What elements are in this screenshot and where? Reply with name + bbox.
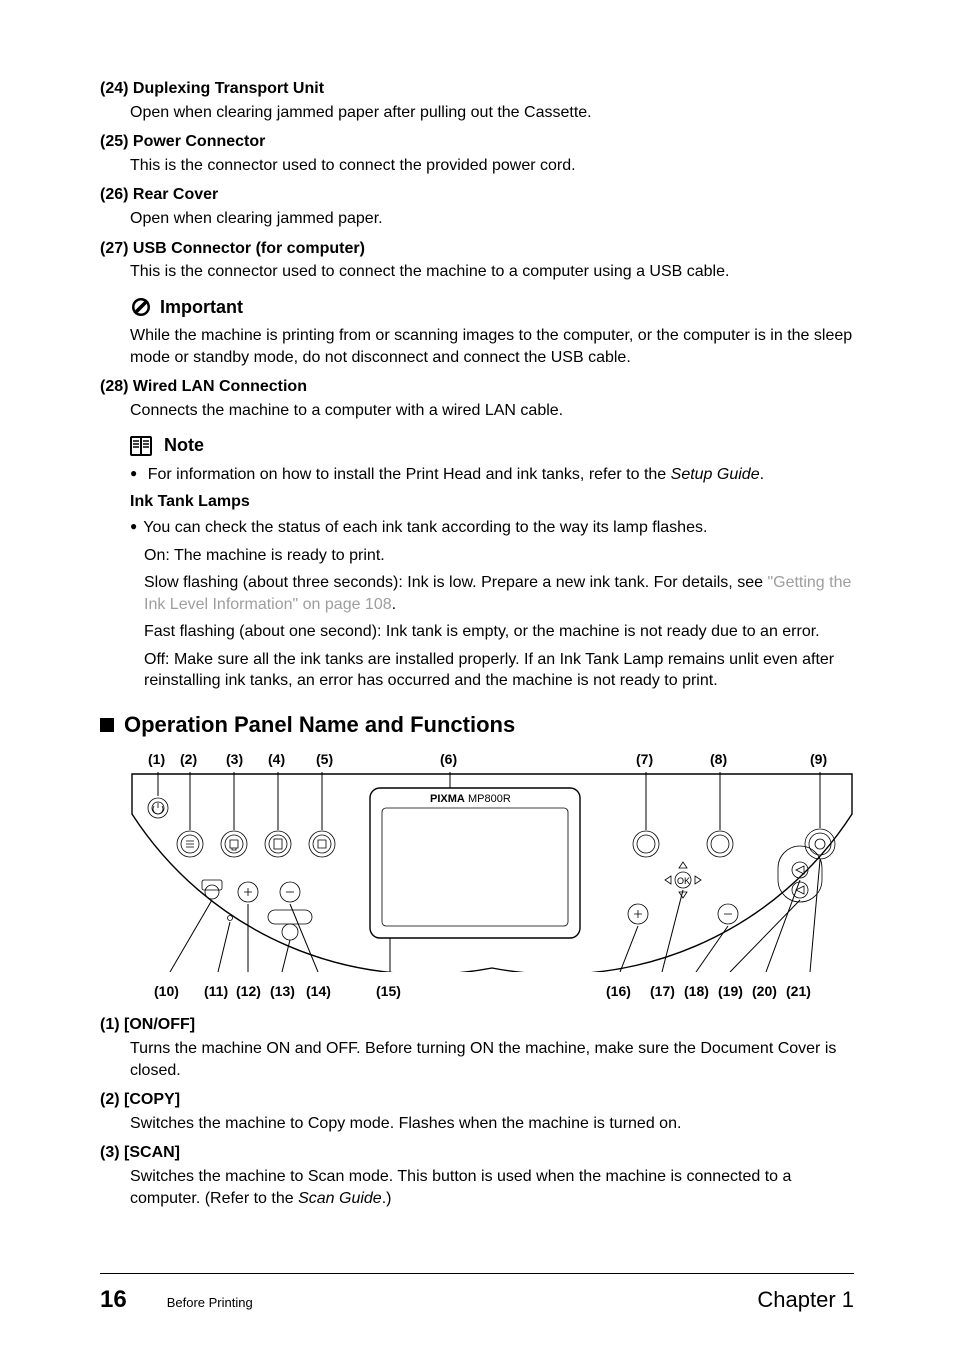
lbl-11: (11): [204, 982, 228, 1001]
lamp-slow-a: Slow flashing (about three seconds): Ink…: [144, 574, 767, 591]
lbl-15: (15): [376, 982, 401, 1001]
item-28-num: (28): [100, 378, 128, 395]
lbl-8: (8): [710, 750, 727, 769]
lbl-12: (12): [236, 982, 261, 1001]
note-b1-b: .: [760, 466, 764, 483]
op-3-bi: Scan Guide: [298, 1190, 382, 1207]
lbl-14: (14): [306, 982, 331, 1001]
note-bullet-2: You can check the status of each ink tan…: [130, 517, 854, 539]
note-callout: Note: [130, 433, 854, 457]
op-3-num: (3): [100, 1144, 120, 1161]
lbl-4: (4): [268, 750, 285, 769]
item-26-body: Open when clearing jammed paper.: [130, 208, 854, 230]
item-26-num: (26): [100, 186, 128, 203]
item-26-title: (26) Rear Cover: [100, 184, 854, 206]
item-24-title: (24) Duplexing Transport Unit: [100, 78, 854, 100]
item-26-name: Rear Cover: [133, 186, 218, 203]
item-25-title: (25) Power Connector: [100, 131, 854, 153]
op-1-title: (1) [ON/OFF]: [100, 1014, 854, 1036]
lbl-20: (20): [752, 982, 777, 1001]
prohibit-icon: [130, 296, 152, 318]
note-icon: [130, 436, 156, 456]
lamp-slow: Slow flashing (about three seconds): Ink…: [144, 572, 854, 615]
item-25-num: (25): [100, 133, 128, 150]
item-27-name: USB Connector (for computer): [133, 240, 365, 257]
item-25-body: This is the connector used to connect th…: [130, 155, 854, 177]
panel-top-labels: (1) (2) (3) (4) (5) (6) (7) (8) (9): [130, 750, 854, 772]
op-2-name: [COPY]: [124, 1091, 180, 1108]
item-27-title: (27) USB Connector (for computer): [100, 238, 854, 260]
op-1-body: Turns the machine ON and OFF. Before tur…: [130, 1038, 854, 1081]
lbl-9: (9): [810, 750, 827, 769]
panel-bot-labels: (10) (11) (12) (13) (14) (15) (16) (17) …: [130, 982, 854, 1004]
panel-model-a: PIXMA: [430, 793, 465, 805]
svg-text:OK: OK: [677, 876, 690, 886]
item-27-num: (27): [100, 240, 128, 257]
note-b1-a: For information on how to install the Pr…: [148, 466, 671, 483]
lamp-fast: Fast flashing (about one second): Ink ta…: [144, 621, 854, 643]
item-25-name: Power Connector: [133, 133, 265, 150]
lbl-1: (1): [148, 750, 165, 769]
note-label: Note: [164, 433, 204, 457]
op-2-title: (2) [COPY]: [100, 1089, 854, 1111]
item-28-title: (28) Wired LAN Connection: [100, 376, 854, 398]
ink-tank-lamps-title: Ink Tank Lamps: [130, 491, 854, 513]
op-3-name: [SCAN]: [124, 1144, 180, 1161]
op-2-body: Switches the machine to Copy mode. Flash…: [130, 1113, 854, 1135]
panel-svg: PIXMA MP800R OK: [130, 772, 854, 972]
item-28-body: Connects the machine to a computer with …: [130, 400, 854, 422]
important-callout: Important: [130, 295, 854, 319]
note-bullet-1: For information on how to install the Pr…: [130, 464, 854, 486]
item-28-name: Wired LAN Connection: [133, 378, 307, 395]
lbl-18: (18): [684, 982, 709, 1001]
item-24-body: Open when clearing jammed paper after pu…: [130, 102, 854, 124]
chapter-label: Chapter 1: [757, 1285, 854, 1315]
lbl-19: (19): [718, 982, 743, 1001]
lbl-21: (21): [786, 982, 811, 1001]
page-number: 16: [100, 1284, 127, 1316]
op-3-body: Switches the machine to Scan mode. This …: [130, 1166, 854, 1209]
op-3-ba: Switches the machine to Scan mode. This …: [130, 1168, 791, 1207]
lbl-5: (5): [316, 750, 333, 769]
op-1-num: (1): [100, 1016, 120, 1033]
note-b1-i: Setup Guide: [671, 466, 760, 483]
section-title: Operation Panel Name and Functions: [124, 710, 515, 740]
panel-model-b: MP800R: [468, 793, 511, 805]
lbl-2: (2): [180, 750, 197, 769]
important-label: Important: [160, 295, 243, 319]
item-24-num: (24): [100, 80, 128, 97]
lbl-3: (3): [226, 750, 243, 769]
page-footer: 16 Before Printing Chapter 1: [100, 1273, 854, 1316]
item-24-name: Duplexing Transport Unit: [133, 80, 324, 97]
lamp-off: Off: Make sure all the ink tanks are ins…: [144, 649, 854, 692]
lbl-7: (7): [636, 750, 653, 769]
panel-diagram: (1) (2) (3) (4) (5) (6) (7) (8) (9) PIXM…: [130, 750, 854, 1005]
section-heading: Operation Panel Name and Functions: [100, 710, 854, 740]
lamp-slow-b: .: [392, 596, 396, 613]
section-square-icon: [100, 718, 114, 732]
lbl-17: (17): [650, 982, 675, 1001]
lbl-10: (10): [154, 982, 179, 1001]
important-body: While the machine is printing from or sc…: [130, 325, 854, 368]
lbl-16: (16): [606, 982, 631, 1001]
lbl-13: (13): [270, 982, 295, 1001]
item-27-body: This is the connector used to connect th…: [130, 261, 854, 283]
op-3-title: (3) [SCAN]: [100, 1142, 854, 1164]
op-2-num: (2): [100, 1091, 120, 1108]
op-1-name: [ON/OFF]: [124, 1016, 195, 1033]
lamp-on: On: The machine is ready to print.: [144, 545, 854, 567]
lbl-6: (6): [440, 750, 457, 769]
section-name: Before Printing: [167, 1294, 253, 1312]
op-3-bb: .): [382, 1190, 392, 1207]
